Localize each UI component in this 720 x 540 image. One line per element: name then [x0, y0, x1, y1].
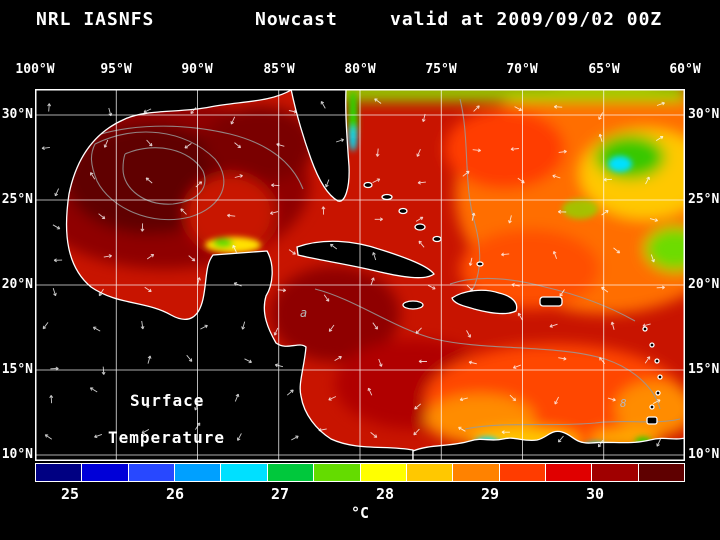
colorbar-segment: [405, 464, 453, 481]
lon-tick-label: 60°W: [669, 62, 701, 77]
antilles-island: [649, 342, 655, 348]
lon-tick-label: 75°W: [425, 62, 457, 77]
lon-tick-label: 90°W: [181, 62, 213, 77]
lat-tick-label: 30°N: [1, 107, 33, 122]
colorbar-segment: [359, 464, 406, 481]
overlay-surface-label: Surface: [130, 391, 205, 410]
sst-field-plot: a 8: [20, 74, 720, 462]
south-america-land: [412, 430, 686, 462]
bahamas-island: [476, 261, 484, 267]
vector-arrows: [41, 98, 665, 448]
lat-tick-label: 10°N: [688, 447, 720, 462]
antilles-island: [654, 358, 660, 364]
colorbar-tick-label: 30: [585, 485, 605, 503]
lon-tick-label: 85°W: [263, 62, 295, 77]
colorbar-unit-label: °C: [350, 504, 370, 522]
colorbar-segment: [452, 464, 499, 481]
lat-tick-label: 30°N: [688, 107, 720, 122]
latlon-grid: [35, 89, 685, 461]
lat-tick-label: 20°N: [1, 277, 33, 292]
lon-tick-label: 70°W: [506, 62, 538, 77]
north-central-america-land: [34, 88, 414, 462]
lon-tick-label: 80°W: [344, 62, 376, 77]
overlay-temperature-label: Temperature: [108, 428, 225, 447]
colorbar-segment: [81, 464, 128, 481]
contour-label: 8: [620, 397, 627, 410]
sst-large-scale-features: [20, 74, 720, 454]
map-border: [35, 89, 685, 461]
antilles-island: [649, 404, 655, 410]
colorbar-segment: [174, 464, 221, 481]
colorbar-segment: [591, 464, 638, 481]
map-canvas: a 8: [20, 74, 720, 462]
lon-tick-label: 95°W: [100, 62, 132, 77]
antilles-island: [657, 374, 663, 380]
lat-tick-label: 25°N: [688, 192, 720, 207]
colorbar-segment: [36, 464, 82, 481]
colorbar-tick-label: 28: [375, 485, 395, 503]
lon-tick-label: 100°W: [15, 62, 55, 77]
cuba-land: [296, 240, 435, 279]
hispaniola-land: [451, 289, 518, 315]
lat-tick-label: 10°N: [1, 447, 33, 462]
bahamas-island: [381, 193, 393, 201]
colorbar-segment: [313, 464, 360, 481]
colorbar-tick-label: 29: [480, 485, 500, 503]
title-valid: valid at 2009/09/02 00Z: [390, 9, 663, 30]
temperature-colorbar: [35, 463, 685, 482]
land-mask: [34, 88, 686, 462]
title-product: Nowcast: [255, 9, 338, 30]
colorbar-segment: [498, 464, 545, 481]
florida-land: [290, 88, 350, 202]
colorbar-tick-label: 27: [270, 485, 290, 503]
colorbar-tick-label: 26: [165, 485, 185, 503]
bahamas-island: [414, 223, 426, 231]
lat-tick-label: 15°N: [688, 362, 720, 377]
colorbar-segment: [544, 464, 592, 481]
puerto-rico-land: [539, 296, 563, 307]
lat-tick-label: 20°N: [688, 277, 720, 292]
lat-tick-label: 15°N: [1, 362, 33, 377]
jamaica-land: [402, 300, 424, 310]
contour-label: a: [300, 306, 307, 320]
lat-tick-label: 25°N: [1, 192, 33, 207]
colorbar-segment: [637, 464, 685, 481]
lon-tick-label: 65°W: [588, 62, 620, 77]
colorbar-segment: [220, 464, 267, 481]
antilles-island: [642, 326, 648, 332]
bahamas-island: [398, 207, 408, 215]
trinidad-land: [646, 416, 658, 425]
colorbar-segment: [266, 464, 314, 481]
bahamas-island: [432, 235, 442, 243]
antilles-island: [655, 390, 661, 396]
bahamas-island: [363, 181, 373, 189]
colorbar-tick-label: 25: [60, 485, 80, 503]
colorbar-segment: [127, 464, 175, 481]
title-model: NRL IASNFS: [36, 9, 155, 30]
